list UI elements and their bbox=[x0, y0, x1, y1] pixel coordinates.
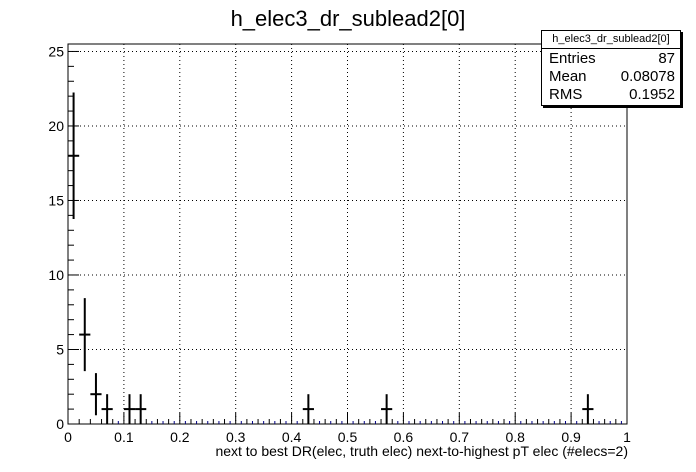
x-tick-label: 0.9 bbox=[561, 429, 581, 445]
x-tick-label: 0.8 bbox=[505, 429, 525, 445]
y-tick-label: 10 bbox=[48, 267, 64, 283]
data-point bbox=[123, 394, 136, 424]
stats-row-mean: Mean 0.08078 bbox=[542, 67, 680, 85]
y-tick-label: 25 bbox=[48, 43, 64, 59]
data-point bbox=[135, 394, 147, 424]
x-tick-label: 0.3 bbox=[226, 429, 246, 445]
chart-title: h_elec3_dr_sublead2[0] bbox=[230, 6, 466, 31]
stats-label: Mean bbox=[549, 68, 587, 85]
x-tick-label: 0 bbox=[64, 429, 72, 445]
y-tick-label: 20 bbox=[48, 118, 64, 134]
x-tick-label: 0.4 bbox=[282, 429, 302, 445]
x-tick-label: 0.7 bbox=[450, 429, 470, 445]
stats-value: 0.08078 bbox=[620, 68, 675, 85]
data-point bbox=[68, 92, 80, 219]
stats-value: 0.1952 bbox=[629, 86, 675, 103]
y-tick-label: 5 bbox=[56, 341, 64, 357]
y-tick-label: 15 bbox=[48, 192, 64, 208]
stats-row-rms: RMS 0.1952 bbox=[542, 85, 680, 103]
grid-lines bbox=[68, 44, 627, 424]
stats-label: RMS bbox=[549, 86, 583, 103]
empty-bin-markers bbox=[117, 421, 622, 424]
x-tick-label: 1 bbox=[623, 429, 631, 445]
stats-box: h_elec3_dr_sublead2[0] Entries 87 Mean 0… bbox=[541, 30, 681, 106]
stats-box-title: h_elec3_dr_sublead2[0] bbox=[542, 31, 680, 49]
x-tick-label: 0.2 bbox=[170, 429, 190, 445]
data-point bbox=[302, 394, 314, 424]
data-point bbox=[582, 394, 594, 424]
x-axis-label: next to best DR(elec, truth elec) next-t… bbox=[215, 443, 628, 459]
x-tick-label: 0.6 bbox=[394, 429, 414, 445]
x-tick-label: 0.1 bbox=[114, 429, 134, 445]
stats-row-entries: Entries 87 bbox=[542, 49, 680, 67]
data-point bbox=[381, 394, 393, 424]
x-axis-ticks bbox=[67, 413, 628, 424]
x-tick-label: 0.5 bbox=[338, 429, 358, 445]
y-tick-label: 0 bbox=[56, 416, 64, 432]
stats-label: Entries bbox=[549, 50, 596, 67]
data-point bbox=[79, 298, 91, 372]
data-point bbox=[90, 373, 102, 416]
stats-value: 87 bbox=[658, 50, 675, 67]
data-points bbox=[68, 92, 594, 424]
data-point bbox=[101, 394, 113, 424]
